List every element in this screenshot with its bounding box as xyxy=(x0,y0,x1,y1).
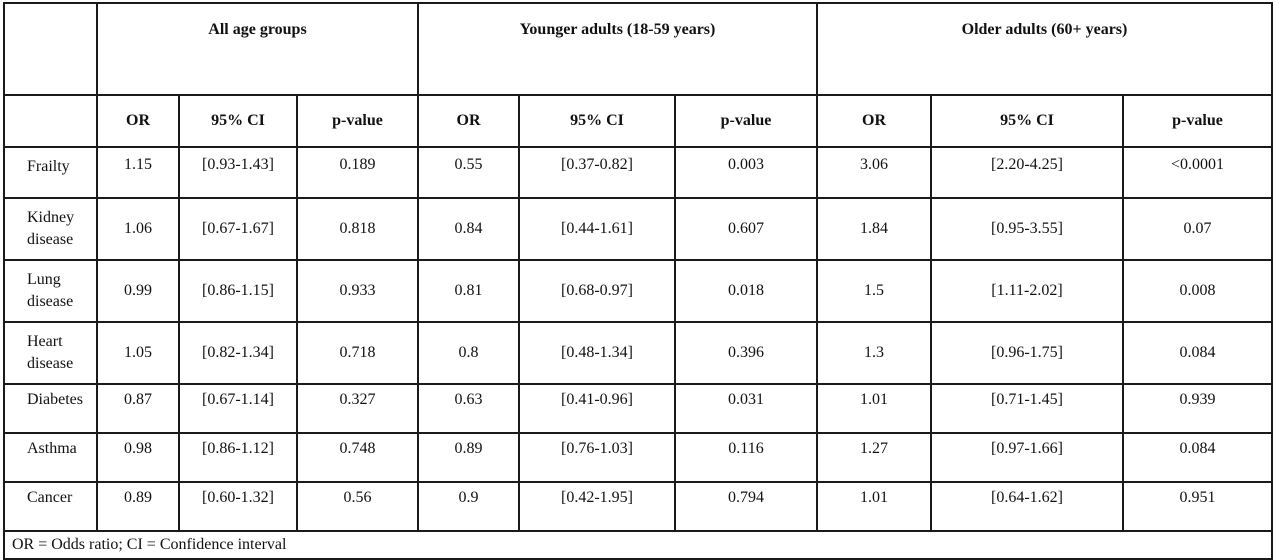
cell-ci: [0.71-1.45] xyxy=(930,383,1124,434)
cell-or: 0.8 xyxy=(417,321,520,385)
cell-ci: [0.82-1.34] xyxy=(178,321,298,385)
subheader-ci: 95% CI xyxy=(178,94,298,148)
cell-ci: [0.68-0.97] xyxy=(518,259,676,323)
group-header-all: All age groups xyxy=(96,2,419,96)
group-header-older: Older adults (60+ years) xyxy=(816,2,1273,96)
cell-or: 1.5 xyxy=(816,259,932,323)
cell-ci: [0.67-1.67] xyxy=(178,197,298,261)
row-label: Kidney disease xyxy=(3,197,98,261)
subheader-row: OR 95% CI p-value OR 95% CI p-value OR 9… xyxy=(3,94,1273,148)
cell-pvalue: 0.818 xyxy=(296,197,419,261)
cell-or: 1.01 xyxy=(816,383,932,434)
cell-ci: [0.60-1.32] xyxy=(178,481,298,532)
cell-pvalue: 0.031 xyxy=(674,383,818,434)
cell-pvalue: 0.07 xyxy=(1122,197,1273,261)
cell-or: 0.84 xyxy=(417,197,520,261)
cell-or: 0.98 xyxy=(96,432,180,483)
cell-or: 0.9 xyxy=(417,481,520,532)
cell-ci: [1.11-2.02] xyxy=(930,259,1124,323)
cell-pvalue: 0.718 xyxy=(296,321,419,385)
cell-or: 0.87 xyxy=(96,383,180,434)
cell-or: 0.81 xyxy=(417,259,520,323)
cell-pvalue: 0.084 xyxy=(1122,432,1273,483)
results-table-container: All age groups Younger adults (18-59 yea… xyxy=(3,2,1273,560)
subheader-ci: 95% CI xyxy=(930,94,1124,148)
row-label: Heart disease xyxy=(3,321,98,385)
group-header-row: All age groups Younger adults (18-59 yea… xyxy=(3,2,1273,96)
cell-or: 1.3 xyxy=(816,321,932,385)
cell-ci: [0.48-1.34] xyxy=(518,321,676,385)
cell-or: 1.15 xyxy=(96,146,180,199)
cell-ci: [0.42-1.95] xyxy=(518,481,676,532)
cell-or: 1.06 xyxy=(96,197,180,261)
cell-ci: [0.96-1.75] xyxy=(930,321,1124,385)
cell-ci: [0.64-1.62] xyxy=(930,481,1124,532)
subheader-or: OR xyxy=(417,94,520,148)
cell-or: 0.89 xyxy=(417,432,520,483)
cell-pvalue: 0.008 xyxy=(1122,259,1273,323)
cell-ci: [0.76-1.03] xyxy=(518,432,676,483)
cell-or: 1.84 xyxy=(816,197,932,261)
empty-corner-cell xyxy=(3,2,98,96)
cell-ci: [0.41-0.96] xyxy=(518,383,676,434)
cell-pvalue: 0.327 xyxy=(296,383,419,434)
cell-ci: [0.86-1.15] xyxy=(178,259,298,323)
cell-ci: [0.37-0.82] xyxy=(518,146,676,199)
cell-or: 0.63 xyxy=(417,383,520,434)
table-row-heart-disease: Heart disease 1.05 [0.82-1.34] 0.718 0.8… xyxy=(3,321,1273,385)
subheader-pvalue: p-value xyxy=(1122,94,1273,148)
cell-pvalue: <0.0001 xyxy=(1122,146,1273,199)
subheader-pvalue: p-value xyxy=(296,94,419,148)
row-label: Diabetes xyxy=(3,383,98,434)
cell-pvalue: 0.748 xyxy=(296,432,419,483)
cell-pvalue: 0.951 xyxy=(1122,481,1273,532)
cell-ci: [0.95-3.55] xyxy=(930,197,1124,261)
cell-pvalue: 0.084 xyxy=(1122,321,1273,385)
subheader-pvalue: p-value xyxy=(674,94,818,148)
table-row-kidney-disease: Kidney disease 1.06 [0.67-1.67] 0.818 0.… xyxy=(3,197,1273,261)
cell-pvalue: 0.003 xyxy=(674,146,818,199)
odds-ratio-table: All age groups Younger adults (18-59 yea… xyxy=(3,2,1273,560)
row-label: Frailty xyxy=(3,146,98,199)
group-header-younger: Younger adults (18-59 years) xyxy=(417,2,818,96)
cell-or: 0.99 xyxy=(96,259,180,323)
cell-ci: [0.44-1.61] xyxy=(518,197,676,261)
cell-pvalue: 0.939 xyxy=(1122,383,1273,434)
cell-ci: [0.86-1.12] xyxy=(178,432,298,483)
subheader-or: OR xyxy=(96,94,180,148)
empty-subheader-cell xyxy=(3,94,98,148)
row-label: Cancer xyxy=(3,481,98,532)
row-label: Lung disease xyxy=(3,259,98,323)
table-row-frailty: Frailty 1.15 [0.93-1.43] 0.189 0.55 [0.3… xyxy=(3,146,1273,199)
cell-ci: [0.97-1.66] xyxy=(930,432,1124,483)
cell-or: 0.89 xyxy=(96,481,180,532)
cell-or: 1.05 xyxy=(96,321,180,385)
cell-ci: [0.93-1.43] xyxy=(178,146,298,199)
cell-pvalue: 0.189 xyxy=(296,146,419,199)
table-row-lung-disease: Lung disease 0.99 [0.86-1.15] 0.933 0.81… xyxy=(3,259,1273,323)
cell-pvalue: 0.018 xyxy=(674,259,818,323)
cell-or: 3.06 xyxy=(816,146,932,199)
footnote-row: OR = Odds ratio; CI = Confidence interva… xyxy=(3,530,1273,560)
table-row-cancer: Cancer 0.89 [0.60-1.32] 0.56 0.9 [0.42-1… xyxy=(3,481,1273,532)
table-row-diabetes: Diabetes 0.87 [0.67-1.14] 0.327 0.63 [0.… xyxy=(3,383,1273,434)
cell-pvalue: 0.607 xyxy=(674,197,818,261)
cell-ci: [2.20-4.25] xyxy=(930,146,1124,199)
cell-or: 1.01 xyxy=(816,481,932,532)
subheader-or: OR xyxy=(816,94,932,148)
cell-pvalue: 0.116 xyxy=(674,432,818,483)
cell-or: 1.27 xyxy=(816,432,932,483)
table-footnote: OR = Odds ratio; CI = Confidence interva… xyxy=(3,530,1273,560)
row-label: Asthma xyxy=(3,432,98,483)
cell-or: 0.55 xyxy=(417,146,520,199)
table-row-asthma: Asthma 0.98 [0.86-1.12] 0.748 0.89 [0.76… xyxy=(3,432,1273,483)
cell-pvalue: 0.933 xyxy=(296,259,419,323)
cell-pvalue: 0.56 xyxy=(296,481,419,532)
cell-pvalue: 0.794 xyxy=(674,481,818,532)
cell-ci: [0.67-1.14] xyxy=(178,383,298,434)
cell-pvalue: 0.396 xyxy=(674,321,818,385)
subheader-ci: 95% CI xyxy=(518,94,676,148)
